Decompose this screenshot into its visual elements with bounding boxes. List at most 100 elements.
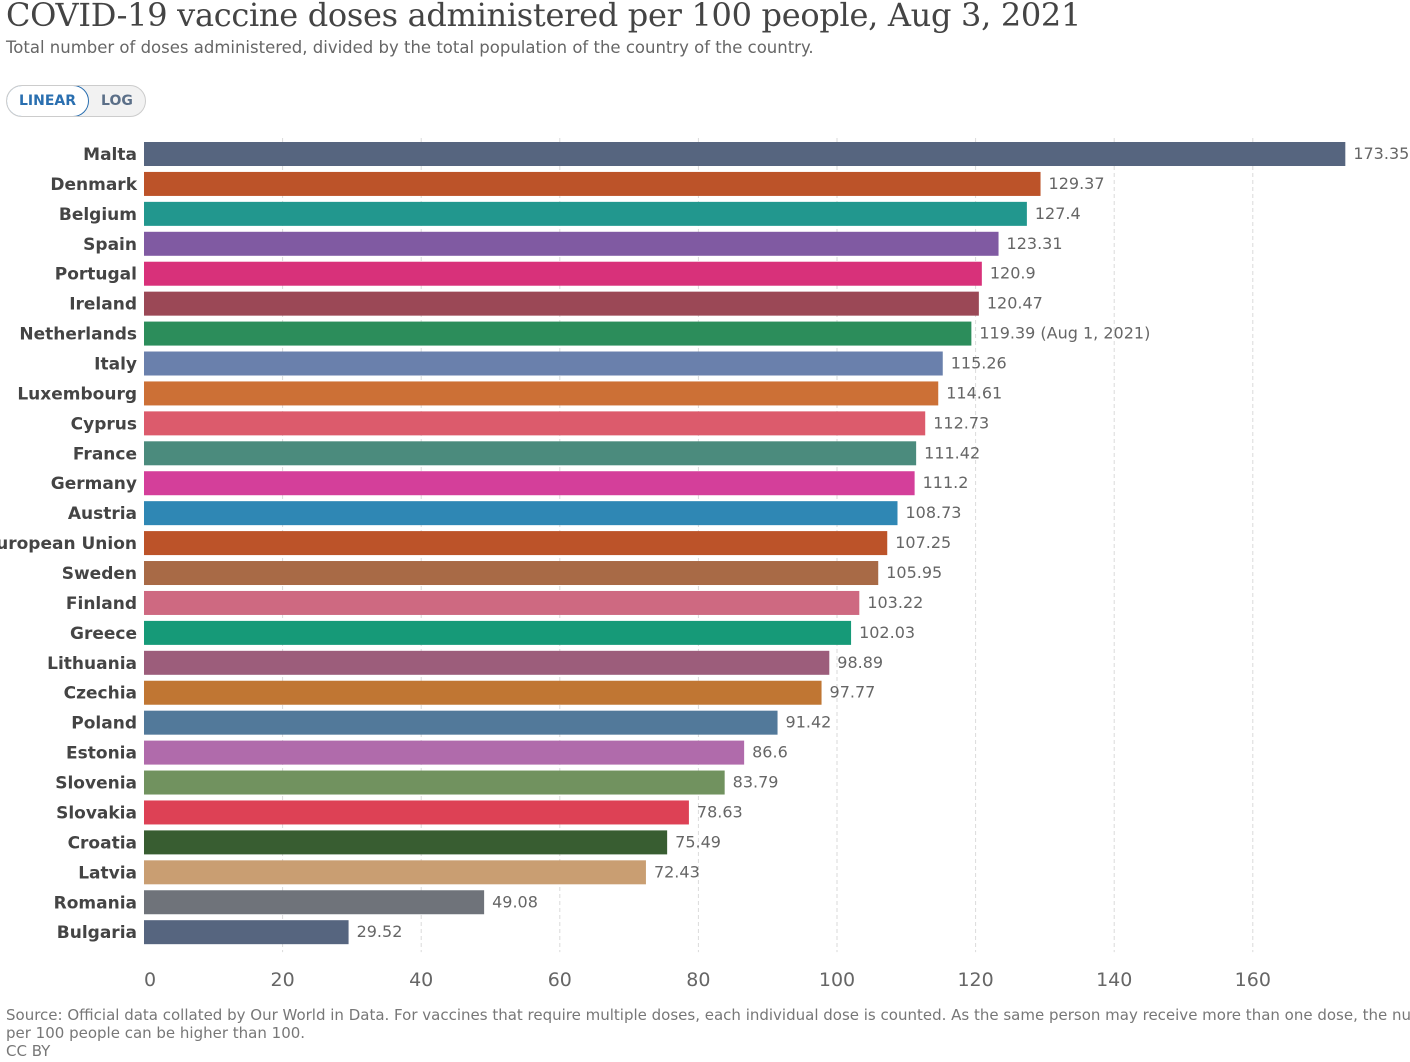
category-label: Italy [94,355,137,375]
linear-scale-button[interactable]: LINEAR [6,86,90,116]
bar-estonia[interactable] [144,740,745,765]
x-tick-label: 80 [686,969,710,990]
chart-title: COVID-19 vaccine doses administered per … [6,0,1082,34]
x-tick-label: 20 [271,969,295,990]
value-label: 120.9 [990,264,1036,283]
bar-luxembourg[interactable] [144,381,939,406]
x-tick-label: 60 [548,969,572,990]
log-scale-button[interactable]: LOG [101,93,133,109]
value-label: 119.39 (Aug 1, 2021) [979,324,1150,343]
bar-sweden[interactable] [144,561,879,586]
category-label: Spain [83,235,137,255]
bar-germany[interactable] [144,471,915,496]
category-label: Estonia [66,744,137,764]
x-tick-label: 0 [144,969,156,990]
scale-toggle: LINEAR LOG [6,85,146,117]
category-label: Finland [66,594,137,614]
value-label: 86.6 [752,743,788,762]
value-label: 123.31 [1007,234,1063,253]
value-label: 78.63 [697,802,743,821]
bar-slovakia[interactable] [144,800,689,825]
x-tick-label: 140 [1096,969,1132,990]
bar-malta[interactable] [144,142,1346,166]
category-label: Malta [83,145,137,165]
value-label: 114.61 [946,383,1002,402]
category-label: France [73,444,137,464]
source-note-line-1: Source: Official data collated by Our Wo… [6,1006,1410,1024]
bar-cyprus[interactable] [144,411,926,436]
bars: Malta 173.35 Denmark 129.37 Belgium 127.4 Spai… [0,142,1409,945]
bar-netherlands[interactable] [144,321,972,346]
bar-bulgaria[interactable] [144,920,349,945]
bar-lithuania[interactable] [144,650,830,675]
value-label: 108.73 [905,503,961,522]
license-note: CC BY [6,1042,51,1060]
value-label: 112.73 [933,413,989,432]
category-label: Portugal [55,265,137,285]
category-label: Slovakia [56,803,137,823]
value-label: 129.37 [1049,174,1105,193]
x-axis: 0 20 40 60 80 100 120 140 160 [144,969,1271,990]
bar-ireland[interactable] [144,291,979,316]
value-label: 102.03 [859,623,915,642]
category-label: Romania [54,893,137,913]
value-label: 105.95 [886,563,942,582]
value-label: 91.42 [786,713,832,732]
category-label: European Union [0,534,137,554]
category-label: Latvia [78,863,137,883]
source-note-line-2: per 100 people can be higher than 100. [6,1024,306,1042]
category-label: Belgium [59,205,137,225]
category-label: Cyprus [71,414,137,434]
category-label: Denmark [50,175,137,195]
category-label: Luxembourg [17,384,137,404]
value-label: 97.77 [830,683,876,702]
category-label: Lithuania [47,654,137,674]
bar-belgium[interactable] [144,201,1027,226]
value-label: 173.35 [1353,144,1409,163]
bar-france[interactable] [144,441,917,466]
value-label: 29.52 [357,922,403,941]
bar-austria[interactable] [144,501,898,526]
value-label: 98.89 [837,653,883,672]
category-label: Greece [70,624,137,644]
value-label: 49.08 [492,892,538,911]
value-label: 111.2 [923,473,969,492]
category-label: Poland [71,714,137,734]
bar-denmark[interactable] [144,171,1041,196]
bar-spain[interactable] [144,231,999,256]
category-label: Austria [68,504,137,524]
bar-slovenia[interactable] [144,770,725,795]
category-label: Netherlands [19,325,137,345]
value-label: 111.42 [924,443,980,462]
category-label: Ireland [69,295,137,315]
value-label: 72.43 [654,862,700,881]
bar-poland[interactable] [144,710,778,735]
x-tick-label: 120 [957,969,993,990]
bar-portugal[interactable] [144,261,982,286]
bar-greece[interactable] [144,620,852,645]
category-label: Bulgaria [57,923,137,943]
x-tick-label: 40 [409,969,433,990]
bar-romania[interactable] [144,890,485,915]
bar-finland[interactable] [144,590,860,615]
value-label: 75.49 [675,832,721,851]
category-label: Sweden [62,564,137,584]
value-label: 107.25 [895,533,951,552]
bar-italy[interactable] [144,351,943,376]
bar-croatia[interactable] [144,830,668,855]
bar-european-union[interactable] [144,531,888,556]
category-label: Germany [51,474,137,494]
bar-latvia[interactable] [144,860,646,885]
value-label: 127.4 [1035,204,1081,223]
category-label: Czechia [64,684,137,704]
x-tick-label: 100 [819,969,855,990]
chart-footer: Source: Official data collated by Our Wo… [6,1006,1410,1060]
bar-chart: Malta 173.35 Denmark 129.37 Belgium 127.4 Spai… [0,138,1409,990]
category-label: Croatia [68,833,137,853]
category-label: Slovenia [55,774,137,794]
value-label: 115.26 [951,354,1007,373]
chart-subtitle: Total number of doses administered, divi… [6,38,814,57]
value-label: 83.79 [733,773,779,792]
bar-czechia[interactable] [144,680,822,705]
value-label: 103.22 [867,593,923,612]
